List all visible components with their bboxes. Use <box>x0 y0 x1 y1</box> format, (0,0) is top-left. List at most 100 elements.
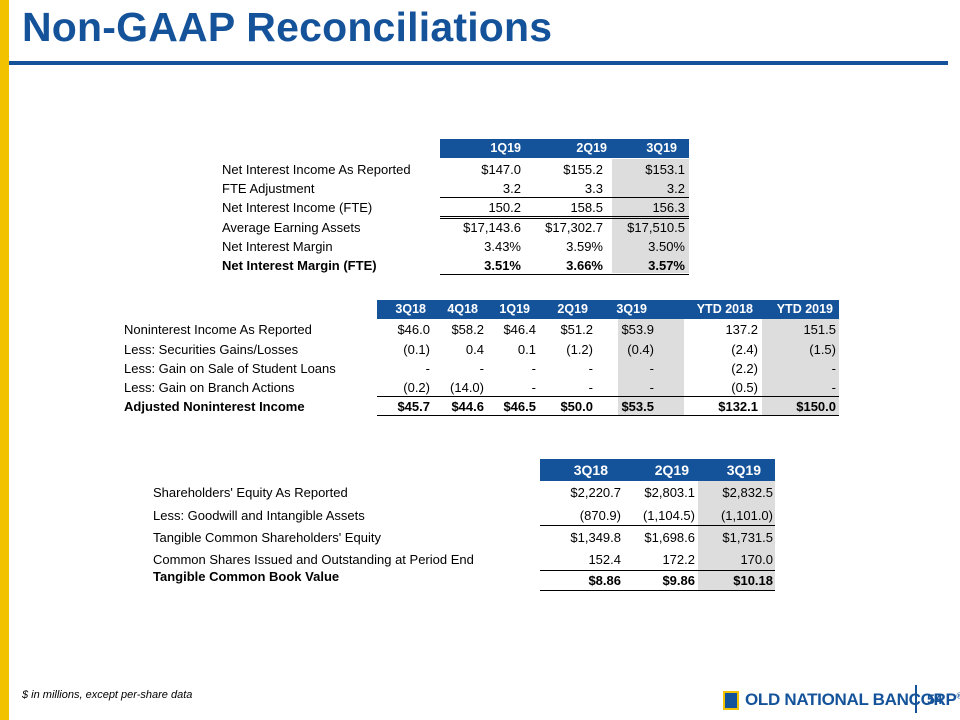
row-value: $2,803.1 <box>644 485 695 500</box>
table-row: Net Interest Income As Reported $147.0 $… <box>222 160 689 179</box>
row-value: - <box>531 361 536 376</box>
table-row: Common Shares Issued and Outstanding at … <box>153 550 775 571</box>
table2-highlight-column <box>762 319 839 416</box>
table-row: Tangible Common Book Value $8.86 $9.86 $… <box>153 569 775 590</box>
table3-header-cell: 2Q19 <box>654 462 689 478</box>
title-underline <box>9 61 948 65</box>
row-label: Tangible Common Shareholders' Equity <box>153 530 381 545</box>
row-value: $50.0 <box>560 399 593 414</box>
row-value: 172.2 <box>662 552 695 567</box>
table-row: Net Interest Margin 3.43% 3.59% 3.50% <box>222 237 689 256</box>
row-label: Net Interest Income As Reported <box>222 162 411 177</box>
row-value: (1,104.5) <box>642 508 695 523</box>
row-value: 3.57% <box>648 258 685 273</box>
row-value: (0.1) <box>403 342 430 357</box>
table1-header: 1Q19 2Q19 3Q19 <box>440 139 689 158</box>
row-value: $46.0 <box>397 322 430 337</box>
row-value: 3.66% <box>566 258 603 273</box>
total-rule <box>440 218 689 219</box>
table-bottom-rule <box>440 274 689 275</box>
subtotal-rule <box>540 570 775 571</box>
table2-header-cell: 4Q18 <box>447 302 478 316</box>
row-label: Adjusted Noninterest Income <box>124 399 305 414</box>
row-label: Noninterest Income As Reported <box>124 322 312 337</box>
registered-mark: ® <box>956 691 960 701</box>
footer-divider <box>915 685 917 713</box>
table-row: Less: Gain on Branch Actions (0.2) (14.0… <box>124 378 839 397</box>
total-rule <box>440 216 689 217</box>
row-label: Average Earning Assets <box>222 220 361 235</box>
table2-header: 3Q18 4Q18 1Q19 2Q19 3Q19 YTD 2018 YTD 20… <box>377 300 839 319</box>
subtotal-rule <box>440 197 689 198</box>
row-value: $155.2 <box>563 162 603 177</box>
row-value: $17,143.6 <box>463 220 521 235</box>
row-label: FTE Adjustment <box>222 181 315 196</box>
row-value: 150.2 <box>488 200 521 215</box>
table2-highlight-column <box>618 319 684 416</box>
table3-header-cell: 3Q19 <box>726 462 761 478</box>
left-accent-bar <box>0 0 9 720</box>
table3-header: 3Q18 2Q19 3Q19 <box>540 459 775 481</box>
table-row: Net Interest Income (FTE) 150.2 158.5 15… <box>222 198 689 217</box>
row-value: (1,101.0) <box>720 508 773 523</box>
row-value: - <box>531 380 536 395</box>
bank-logo-icon <box>723 691 739 710</box>
table2-header-cell: YTD 2019 <box>776 302 833 316</box>
row-label: Less: Gain on Sale of Student Loans <box>124 361 336 376</box>
row-value: $46.5 <box>503 399 536 414</box>
row-label: Less: Gain on Branch Actions <box>124 380 295 395</box>
row-value: - <box>425 361 430 376</box>
row-value: (1.5) <box>809 342 836 357</box>
row-value: $1,698.6 <box>644 530 695 545</box>
row-value: 3.51% <box>484 258 521 273</box>
row-value: $150.0 <box>796 399 836 414</box>
table1-header-cell: 1Q19 <box>490 141 521 155</box>
table-row: Less: Goodwill and Intangible Assets (87… <box>153 506 775 527</box>
table1-header-cell: 3Q19 <box>646 141 677 155</box>
row-value: 0.1 <box>517 342 536 357</box>
page-number: 54 <box>927 691 943 707</box>
row-value: (870.9) <box>579 508 621 523</box>
row-value: 3.50% <box>648 239 685 254</box>
table-row: Net Interest Margin (FTE) 3.51% 3.66% 3.… <box>222 256 689 275</box>
row-label: Net Interest Income (FTE) <box>222 200 373 215</box>
row-value: $46.4 <box>503 322 536 337</box>
row-value: (1.2) <box>566 342 593 357</box>
row-label: Less: Goodwill and Intangible Assets <box>153 508 365 523</box>
table2-header-cell: 3Q19 <box>616 302 647 316</box>
table1-header-cell: 2Q19 <box>576 141 607 155</box>
table-row: Shareholders' Equity As Reported $2,220.… <box>153 483 775 504</box>
row-value: 137.2 <box>725 322 758 337</box>
table-row: Less: Gain on Sale of Student Loans - - … <box>124 359 839 378</box>
table2-header-cell: YTD 2018 <box>696 302 753 316</box>
table-row: Tangible Common Shareholders' Equity $1,… <box>153 528 775 549</box>
row-value: - <box>479 361 484 376</box>
table-bottom-rule <box>377 415 839 416</box>
row-value: (2.4) <box>731 342 758 357</box>
row-value: $9.86 <box>662 573 695 588</box>
row-value: (2.2) <box>731 361 758 376</box>
row-label: Tangible Common Book Value <box>153 569 340 584</box>
row-value: $1,349.8 <box>570 530 621 545</box>
table-row: FTE Adjustment 3.2 3.3 3.2 <box>222 179 689 198</box>
row-value: - <box>649 380 654 395</box>
row-value: 3.59% <box>566 239 603 254</box>
row-value: $44.6 <box>451 399 484 414</box>
row-value: $8.86 <box>588 573 621 588</box>
subtotal-rule <box>540 525 775 526</box>
row-value: $17,302.7 <box>545 220 603 235</box>
row-label: Less: Securities Gains/Losses <box>124 342 299 357</box>
footnote: $ in millions, except per-share data <box>22 689 193 701</box>
row-value: $10.18 <box>733 573 773 588</box>
subtotal-rule <box>377 396 839 397</box>
row-value: 3.2 <box>502 181 521 196</box>
row-label: Common Shares Issued and Outstanding at … <box>153 552 474 567</box>
row-value: $2,220.7 <box>570 485 621 500</box>
table-bottom-rule <box>540 590 775 591</box>
row-label: Shareholders' Equity As Reported <box>153 485 348 500</box>
row-value: 158.5 <box>570 200 603 215</box>
row-label: Net Interest Margin (FTE) <box>222 258 377 273</box>
row-value: 170.0 <box>740 552 773 567</box>
row-value: 3.3 <box>584 181 603 196</box>
row-value: $58.2 <box>451 322 484 337</box>
